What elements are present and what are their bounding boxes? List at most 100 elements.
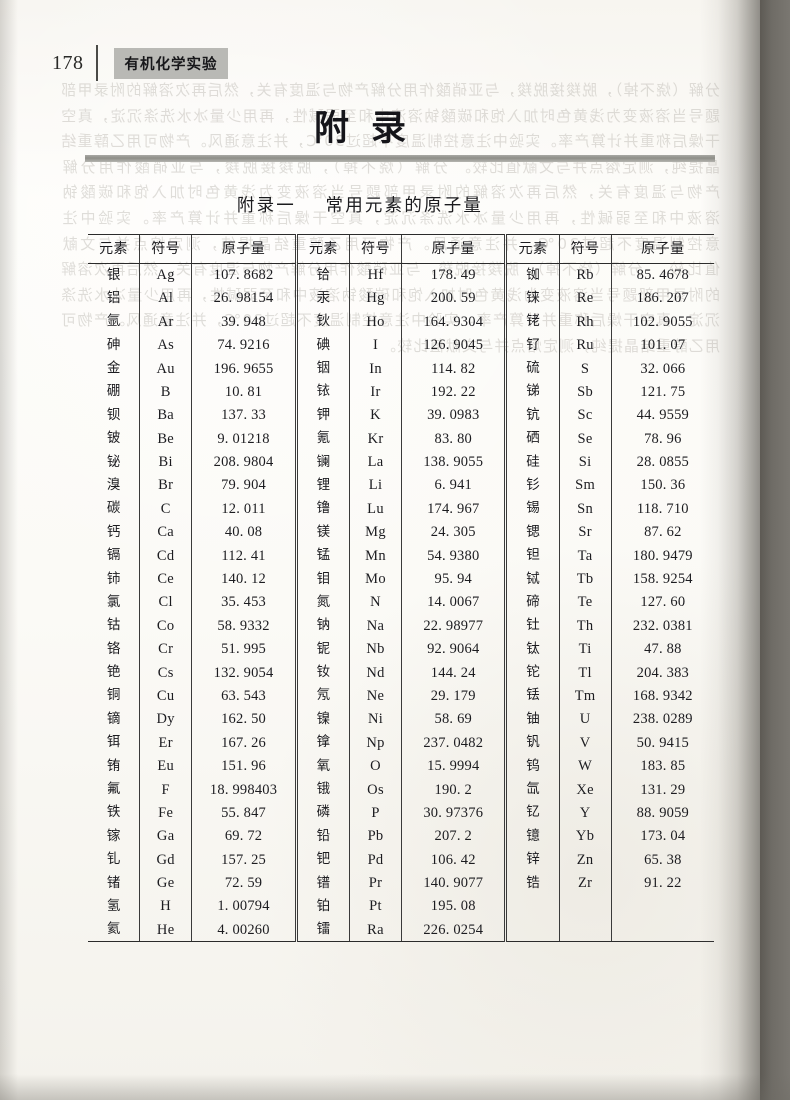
cell-symbol: Pt [348, 895, 402, 919]
cell-symbol: Xe [558, 778, 612, 802]
cell-weight: 55. 847 [191, 801, 297, 825]
cell-element: 铼 [504, 286, 560, 311]
cell-weight: 83. 80 [401, 427, 506, 451]
cell-symbol: Re [558, 286, 612, 311]
cell-symbol: Y [558, 801, 612, 825]
cell-weight: 51. 995 [191, 637, 297, 662]
cell-element: 铬 [106, 640, 121, 657]
cell-weight: 1. 00794 [191, 895, 297, 919]
cell-symbol: Pb [348, 824, 402, 849]
cell-weight: 237. 0482 [401, 731, 506, 755]
cell-weight: 15. 9994 [401, 754, 506, 779]
cell-element: 钽 [504, 544, 560, 568]
table-row: 钡 Ba 137. 33 钾 K 39. 0983 钪 Sc 44. 9559 [88, 403, 714, 428]
cell-weight: 131. 29 [610, 778, 714, 802]
cell-weight: 44. 9559 [610, 403, 714, 428]
cell-symbol: Lu [348, 497, 402, 521]
section-heading-prefix: 附录一 [236, 196, 296, 216]
cell-symbol: U [558, 707, 612, 732]
cell-symbol: Dy [139, 707, 192, 732]
cell-symbol: Yb [558, 824, 612, 849]
cell-symbol: Hg [348, 286, 402, 311]
table-row: 氟 F 18. 998403 锇 Os 190. 2 氙 Xe 131. 29 [88, 778, 714, 802]
cell-weight: 200. 59 [401, 286, 506, 311]
cell-symbol: Fe [139, 801, 192, 825]
column-header-weight-1: 原子量 [191, 234, 297, 264]
cell-weight: 63. 543 [191, 684, 297, 708]
cell-symbol: Mn [348, 544, 402, 568]
title-divider-rule [85, 155, 715, 162]
cell-weight: 162. 50 [191, 707, 297, 732]
cell-symbol: Zr [558, 871, 612, 896]
cell-symbol: Rh [558, 310, 612, 334]
cell-weight: 22. 98977 [401, 614, 506, 638]
table-row: 氩 Ar 39. 948 钬 Ho 164. 9304 铑 Rh 102. 9055 [88, 310, 714, 334]
cell-symbol: Ce [139, 567, 192, 591]
table-row: 铍 Be 9. 01218 氪 Kr 83. 80 硒 Se 78. 96 [88, 427, 714, 451]
cell-weight: 28. 0855 [610, 450, 714, 475]
cell-element: 镉 [106, 547, 121, 564]
table-row: 镉 Cd 112. 41 锰 Mn 54. 9380 钽 Ta 180. 9479 [88, 544, 714, 568]
table-row: 锗 Ge 72. 59 镨 Pr 140. 9077 锆 Zr 91. 22 [88, 871, 714, 896]
cell-element: 铑 [504, 310, 560, 334]
cell-element: 铥 [504, 684, 560, 708]
cell-element: 钐 [504, 474, 560, 498]
cell-element: 铽 [504, 567, 560, 591]
section-heading: 附录一 常用元素的原子量 [0, 192, 720, 217]
cell-weight: 4. 00260 [191, 918, 297, 943]
cell-weight: 32. 066 [610, 357, 714, 381]
cell-element: 锇 [294, 778, 350, 802]
cell-weight: 72. 59 [191, 871, 297, 896]
cell-element: 氟 [106, 781, 121, 798]
cell-weight: 178. 49 [401, 263, 506, 287]
cell-element: 钛 [504, 637, 560, 662]
cell-element: 硅 [504, 450, 560, 475]
cell-weight: 101. 07 [610, 333, 714, 358]
table-row: 砷 As 74. 9216 碘 I 126. 9045 钌 Ru 101. 07 [88, 333, 714, 358]
page-bottom-shadow [0, 1074, 790, 1100]
table-row: 镓 Ga 69. 72 铅 Pb 207. 2 镱 Yb 173. 04 [88, 824, 714, 849]
cell-weight: 168. 9342 [610, 684, 714, 708]
cell-element: 银 [106, 266, 121, 283]
table-body: 银 Ag 107. 8682 铪 Hf 178. 49 铷 Rb 85. 4678 铝 Al 26. … [88, 263, 714, 943]
cell-symbol: Au [139, 357, 192, 381]
section-heading-text: 常用元素的原子量 [325, 196, 484, 216]
cell-element: 汞 [294, 286, 350, 311]
cell-symbol: Er [139, 731, 192, 755]
cell-element: 硒 [504, 427, 560, 451]
table-row: 氦 He 4. 00260 镭 Ra 226. 0254 [88, 918, 714, 943]
cell-weight: 58. 9332 [191, 614, 297, 638]
cell-element: 铀 [504, 707, 560, 732]
cell-element: 铜 [106, 687, 121, 704]
cell-symbol: Cr [139, 637, 192, 662]
cell-weight: 157. 25 [191, 848, 297, 872]
cell-symbol: Ho [348, 310, 402, 334]
cell-weight: 151. 96 [191, 754, 297, 779]
cell-symbol: Ag [139, 263, 192, 287]
cell-element: 氧 [294, 754, 350, 779]
table-row: 铈 Ce 140. 12 钼 Mo 95. 94 铽 Tb 158. 9254 [88, 567, 714, 591]
cell-weight: 226. 0254 [401, 918, 506, 943]
cell-element: 锆 [504, 871, 560, 896]
cell-element: 磷 [294, 801, 350, 825]
cell-element: 铂 [294, 895, 350, 919]
cell-symbol [558, 918, 612, 943]
cell-weight: 14. 0067 [401, 590, 506, 615]
cell-element: 锗 [106, 874, 121, 891]
cell-element: 铕 [106, 757, 121, 774]
cell-element: 氖 [294, 684, 350, 708]
cell-symbol: Ar [139, 310, 192, 334]
cell-symbol: Ga [139, 824, 192, 849]
cell-symbol: B [139, 380, 192, 404]
table-row: 铋 Bi 208. 9804 镧 La 138. 9055 硅 Si 28. 0855 [88, 450, 714, 475]
cell-symbol: H [139, 895, 192, 919]
cell-symbol: Be [139, 427, 192, 451]
column-header-element-3: 元素 [504, 234, 560, 264]
cell-symbol: La [348, 450, 402, 475]
cell-symbol: K [348, 403, 402, 428]
folio-divider [95, 45, 98, 81]
cell-weight: 183. 85 [610, 754, 714, 779]
cell-weight: 92. 9064 [401, 637, 506, 662]
cell-element: 钾 [294, 403, 350, 428]
cell-weight: 140. 9077 [401, 871, 506, 896]
